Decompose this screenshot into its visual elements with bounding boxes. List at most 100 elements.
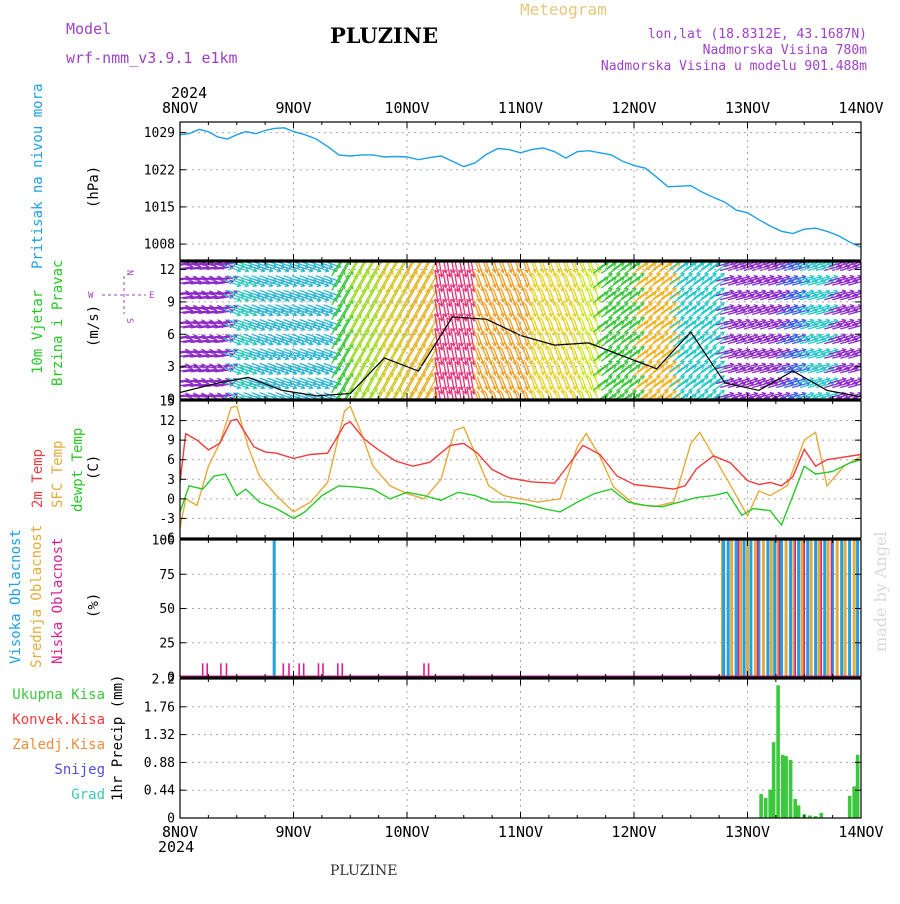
wind-arrow	[681, 364, 697, 377]
wind-arrow	[450, 328, 455, 347]
wind-arrow	[592, 335, 609, 347]
wind-arrowhead	[442, 269, 448, 275]
wind-arrowhead	[252, 282, 258, 288]
wind-arrow	[705, 306, 721, 318]
wind-arrowhead	[818, 262, 823, 266]
wind-arrow	[496, 284, 505, 303]
wind-arrowhead	[615, 360, 621, 366]
wind-arrow	[462, 346, 467, 365]
wind-arrowhead	[434, 312, 440, 318]
wind-arrow	[211, 349, 230, 354]
wind-arrow	[383, 343, 394, 361]
wind-arrowhead	[442, 342, 448, 348]
wind-arrow	[450, 342, 455, 361]
wind-arrow	[584, 328, 593, 346]
wind-arrowhead	[260, 355, 266, 361]
wind-arrow	[660, 375, 677, 387]
wind-arrow	[211, 393, 230, 398]
wind-arrowhead	[833, 318, 839, 324]
wind-arrow	[756, 290, 774, 297]
wind-arrow	[183, 295, 201, 300]
wind-arrow	[287, 396, 296, 399]
wind-arrow	[644, 331, 661, 343]
wind-arrowhead	[236, 267, 242, 273]
x-tick-label-top: 10NOV	[384, 99, 429, 117]
wind-arrowhead	[284, 370, 290, 375]
wind-arrow	[669, 287, 685, 300]
wind-arrow	[498, 262, 505, 273]
wind-arrow	[608, 291, 625, 304]
wind-arrowhead	[508, 370, 513, 377]
wind-arrowhead	[720, 331, 726, 337]
wind-arrow	[419, 303, 430, 321]
wind-arrow	[743, 279, 762, 286]
wind-arrow	[411, 289, 422, 306]
wind-arrow	[584, 284, 593, 303]
wind-arrowhead	[757, 264, 763, 270]
wind-arrowhead	[696, 316, 701, 322]
wind-arrow	[536, 270, 545, 288]
wind-arrow	[689, 379, 705, 391]
wind-arrow	[383, 372, 394, 390]
wind-arrow	[673, 306, 689, 318]
wind-arrow	[363, 376, 374, 394]
wind-arrow	[768, 279, 786, 286]
y-tick-label: 0.88	[144, 756, 175, 771]
wind-arrow	[180, 310, 193, 314]
wind-arrow	[311, 366, 329, 375]
wind-arrowhead	[548, 327, 553, 333]
wind-arrow	[748, 334, 766, 341]
y-tick-label: 0	[167, 393, 175, 408]
wind-arrowhead	[458, 283, 464, 289]
wind-arrow	[705, 335, 721, 347]
wind-arrow	[824, 382, 842, 389]
wind-arrow	[608, 306, 625, 318]
wind-arrowhead	[236, 355, 242, 361]
wind-arrowhead	[817, 274, 823, 280]
wind-arrow	[719, 279, 738, 286]
wind-arrow	[319, 293, 337, 302]
wind-arrow	[848, 281, 861, 286]
wind-arrowhead	[640, 302, 645, 307]
wind-arrowhead	[572, 283, 577, 289]
wind-arrow	[715, 305, 734, 312]
wind-arrow	[697, 291, 713, 304]
precip-bar	[771, 742, 776, 818]
y-tick-label: 0.44	[144, 784, 175, 799]
wind-arrowhead	[276, 370, 282, 375]
wind-arrow	[427, 318, 438, 335]
wind-arrow	[367, 314, 378, 331]
wind-arrowhead	[672, 302, 677, 307]
wind-arrow	[399, 358, 410, 375]
wind-arrow	[411, 347, 422, 365]
wind-arrowhead	[672, 389, 677, 395]
wind-arrow	[462, 376, 467, 395]
wind-arrow	[363, 347, 374, 365]
wind-arrow	[689, 262, 705, 274]
wind-arrowhead	[553, 404, 557, 408]
wind-arrowhead	[631, 346, 637, 351]
wind-arrow	[693, 262, 705, 270]
wind-arrow	[628, 331, 645, 343]
cloud-high-bar	[766, 540, 770, 677]
wind-arrow	[375, 329, 386, 346]
wind-arrow	[796, 319, 814, 326]
wind-arrowhead	[446, 375, 452, 381]
wind-arrow	[419, 274, 430, 291]
wind-arrow	[640, 379, 657, 391]
wind-arrow	[715, 290, 734, 297]
wind-arrowhead	[841, 362, 847, 368]
wind-arrow	[800, 352, 818, 359]
wind-arrowhead	[433, 274, 438, 279]
wind-arrow	[450, 386, 454, 399]
wind-arrow	[520, 284, 529, 303]
wind-arrowhead	[729, 347, 735, 353]
wind-arrowhead	[450, 356, 456, 362]
wind-arrow	[628, 316, 645, 329]
wind-arrow	[620, 346, 637, 358]
wind-arrow	[677, 273, 693, 285]
wind-arrowhead	[442, 313, 448, 318]
temp-axis-title-2m: 2m Temp	[30, 449, 46, 508]
wind-arrowhead	[308, 355, 314, 361]
wind-arrowhead	[328, 263, 334, 269]
